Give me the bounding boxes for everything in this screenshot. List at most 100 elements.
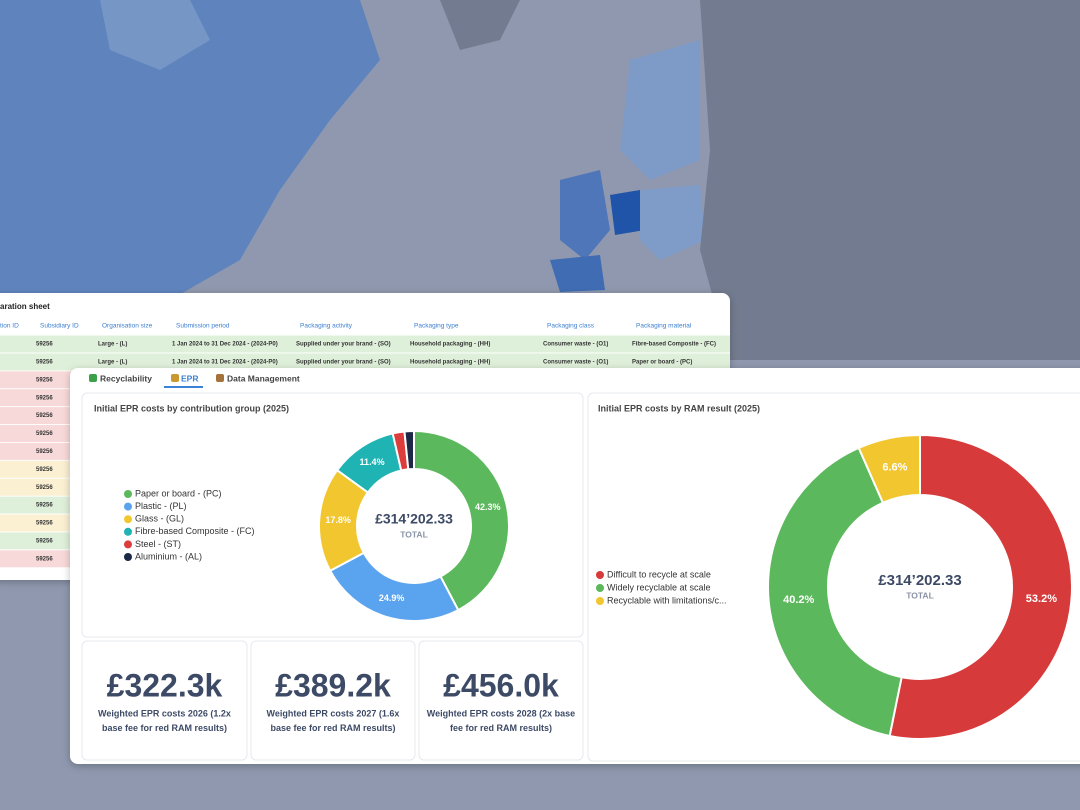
east-europe [640,185,705,260]
legend-swatch[interactable] [596,597,604,605]
sheet-cell: 59256 [36,449,53,455]
legend-label[interactable]: Aluminium - (AL) [135,551,202,561]
sheet-cell: Fibre-based Composite - (FC) [632,342,716,348]
sheet-cell: Supplied under your brand - (SO) [296,342,391,348]
legend-swatch[interactable] [124,490,132,498]
kpi-description: Weighted EPR costs 2027 (1.6x [267,708,400,718]
legend-swatch[interactable] [124,527,132,536]
value-label: 6.6% [882,462,907,474]
sheet-cell: 59256 [36,556,53,562]
center-label: TOTAL [906,590,934,600]
sheet-title: aration sheet [0,302,50,311]
value-label: 40.2% [783,594,814,606]
column-header[interactable]: tion ID [0,323,19,330]
legend-swatch[interactable] [596,584,604,592]
sheet-row [0,335,730,353]
column-header[interactable]: Packaging class [547,323,595,330]
legend-label[interactable]: Widely recyclable at scale [607,582,711,592]
sheet-cell: 59256 [36,431,53,437]
value-label: 24.9% [379,593,405,603]
sheet-cell: Consumer waste - (O1) [543,342,608,348]
kpi-value: £389.2k [275,667,391,703]
center-value: £314’202.33 [375,511,453,527]
sheet-cell: Consumer waste - (O1) [543,359,608,365]
kpi-description: base fee for red RAM results) [102,723,227,733]
sheet-cell: 59256 [36,342,53,348]
donut-segment [403,429,415,471]
value-label: 17.8% [325,515,351,525]
germany [610,190,645,235]
legend-label[interactable]: Steel - (ST) [135,539,181,549]
sheet-cell: Large - (L) [98,359,127,365]
legend-swatch[interactable] [596,571,604,579]
kpi-card [81,640,248,761]
sheet-row [0,353,730,371]
uk-france [560,170,610,260]
donut-segment [857,433,921,505]
chart-title: Initial EPR costs by RAM result (2025) [598,403,760,413]
kpi-card [418,640,584,761]
column-header[interactable]: Organisation size [102,323,153,330]
sheet-cell: 59256 [36,359,53,365]
legend-label[interactable]: Plastic - (PL) [135,501,187,511]
kpi-description: Weighted EPR costs 2026 (1.2x [98,708,231,718]
donut-segment [767,446,903,738]
kpi-value: £456.0k [443,667,559,703]
scandinavia [620,40,700,180]
legend-swatch[interactable] [124,553,132,561]
kpi-value: £322.3k [107,667,223,703]
value-label: 42.3% [475,502,501,512]
tab[interactable]: Data Management [227,373,300,383]
asia [700,0,1080,360]
kpi-description: Weighted EPR costs 2028 (2x base [427,708,575,718]
legend-label[interactable]: Fibre-based Composite - (FC) [135,526,255,536]
greenland [440,0,520,50]
sheet-cell: 59256 [36,377,53,383]
donut-segment [888,433,1073,740]
sheet-cell: 59256 [36,538,53,544]
kpi-description: fee for red RAM results) [450,723,552,733]
value-label: 53.2% [1026,593,1057,605]
dashboard: Recyclability EPR Data Management Initial E… [70,368,1080,764]
sheet-cell: Household packaging - (HH) [410,342,490,348]
column-header[interactable]: Packaging material [636,323,692,330]
legend-label[interactable]: Glass - (GL) [135,514,184,524]
sheet-cell: 59256 [36,467,53,473]
tab-icon [89,374,97,382]
legend-swatch[interactable] [124,540,132,549]
legend-label[interactable]: Difficult to recycle at scale [607,569,711,579]
column-header[interactable]: Packaging type [414,323,459,330]
sheet-cell: 59256 [36,521,53,527]
kpi-description: base fee for red RAM results) [270,723,395,733]
sheet-cell: 1 Jan 2024 to 31 Dec 2024 - (2024-P0) [172,342,278,348]
column-header[interactable]: Submission period [176,323,230,330]
sheet-cell: 59256 [36,485,53,491]
sheet-cell: 59256 [36,395,53,401]
legend-label[interactable]: Recyclable with limitations/c... [607,595,727,605]
column-header[interactable]: Subsidiary ID [40,323,79,330]
north-america [0,0,380,300]
legend-label[interactable]: Paper or board - (PC) [135,488,222,498]
value-label: 11.4% [360,457,385,467]
legend-swatch[interactable] [124,502,132,511]
center-label: TOTAL [400,529,428,539]
sheet-cell: Large - (L) [98,342,127,348]
sheet-cell: Paper or board - (PC) [632,359,692,365]
tab[interactable]: Recyclability [100,373,152,383]
tab-icon [171,374,179,382]
sheet-cell: Supplied under your brand - (SO) [296,359,391,365]
world-map [0,0,1080,360]
kpi-card [250,640,416,761]
tab[interactable]: EPR [181,373,198,383]
iberia [550,255,605,292]
center-value: £314’202.33 [878,572,961,589]
column-header[interactable]: Packaging activity [300,323,353,330]
legend-swatch[interactable] [124,515,132,524]
sheet-cell: 59256 [36,503,53,509]
sheet-cell: Household packaging - (HH) [410,359,490,365]
tab-icon [216,374,224,382]
canada-north [100,0,210,70]
sheet-cell: 1 Jan 2024 to 31 Dec 2024 - (2024-P0) [172,359,278,365]
